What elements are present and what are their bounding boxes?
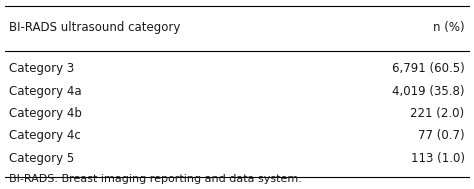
Text: 4,019 (35.8): 4,019 (35.8) (392, 85, 465, 98)
Text: 221 (2.0): 221 (2.0) (410, 107, 465, 120)
Text: Category 3: Category 3 (9, 63, 75, 75)
Text: BI-RADS: Breast imaging reporting and data system.: BI-RADS: Breast imaging reporting and da… (9, 174, 302, 184)
Text: 6,791 (60.5): 6,791 (60.5) (392, 63, 465, 75)
Text: Category 4c: Category 4c (9, 129, 81, 142)
Text: Category 4b: Category 4b (9, 107, 82, 120)
Text: n (%): n (%) (433, 21, 465, 34)
Text: Category 4a: Category 4a (9, 85, 82, 98)
Text: 77 (0.7): 77 (0.7) (418, 129, 465, 142)
Text: Category 5: Category 5 (9, 152, 75, 165)
Text: BI-RADS ultrasound category: BI-RADS ultrasound category (9, 21, 181, 34)
Text: 113 (1.0): 113 (1.0) (410, 152, 465, 165)
